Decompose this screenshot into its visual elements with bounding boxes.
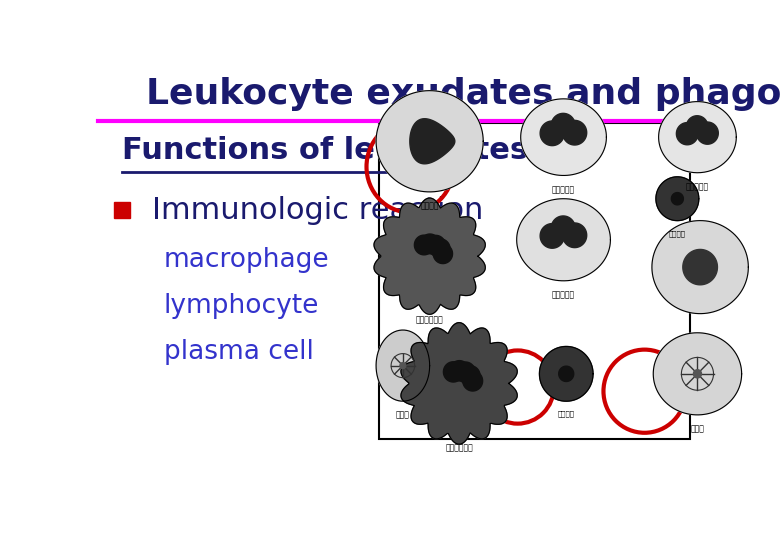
Text: Leukocyte exudates and phagocytosis: Leukocyte exudates and phagocytosis	[146, 77, 780, 111]
Polygon shape	[401, 323, 517, 444]
Polygon shape	[449, 361, 470, 381]
Polygon shape	[540, 224, 564, 248]
Text: 中性白细胞: 中性白细胞	[552, 185, 575, 194]
Polygon shape	[433, 244, 452, 264]
Polygon shape	[431, 239, 450, 259]
Polygon shape	[656, 177, 699, 221]
Polygon shape	[414, 235, 434, 255]
Polygon shape	[376, 91, 484, 192]
Polygon shape	[658, 102, 736, 173]
Polygon shape	[516, 199, 611, 281]
Text: 浆细胞: 浆细胞	[396, 411, 410, 420]
Text: plasma cell: plasma cell	[164, 339, 314, 364]
Polygon shape	[652, 221, 748, 314]
Polygon shape	[540, 121, 564, 146]
Polygon shape	[551, 113, 575, 138]
Polygon shape	[693, 370, 701, 378]
Polygon shape	[551, 216, 575, 241]
Text: 浆细胞: 浆细胞	[690, 424, 704, 434]
Text: 淋巴细胞: 淋巴细胞	[558, 411, 575, 417]
Polygon shape	[682, 249, 718, 285]
Polygon shape	[540, 347, 593, 401]
Polygon shape	[558, 366, 574, 381]
Text: Functions of leukocytes: Functions of leukocytes	[122, 136, 528, 165]
Polygon shape	[460, 366, 480, 386]
Text: 淋巴细胞: 淋巴细胞	[669, 230, 686, 237]
Text: Immunologic reaction: Immunologic reaction	[152, 196, 484, 225]
Text: macrophage: macrophage	[164, 247, 330, 273]
Polygon shape	[443, 362, 463, 382]
Text: 单核细胞: 单核细胞	[420, 201, 439, 211]
Polygon shape	[562, 120, 587, 145]
Polygon shape	[676, 123, 698, 145]
Text: 中性白细胞: 中性白细胞	[552, 291, 575, 299]
Polygon shape	[420, 234, 440, 254]
Polygon shape	[697, 122, 718, 144]
Polygon shape	[410, 119, 455, 164]
Polygon shape	[400, 362, 406, 369]
Polygon shape	[654, 333, 742, 415]
Text: 嗜酸性白细胞: 嗜酸性白细胞	[445, 443, 473, 453]
Polygon shape	[374, 198, 485, 314]
Polygon shape	[426, 235, 445, 255]
Text: lymphocyte: lymphocyte	[164, 293, 319, 319]
Text: 嗜酸性白细胞: 嗜酸性白细胞	[416, 315, 444, 324]
Polygon shape	[562, 223, 587, 248]
Polygon shape	[456, 362, 475, 382]
Text: 中性白细胞: 中性白细胞	[686, 183, 709, 191]
Polygon shape	[463, 371, 483, 391]
Polygon shape	[521, 99, 606, 176]
Bar	[378, 123, 690, 439]
Polygon shape	[672, 193, 683, 205]
Polygon shape	[686, 116, 708, 138]
Polygon shape	[376, 330, 430, 401]
